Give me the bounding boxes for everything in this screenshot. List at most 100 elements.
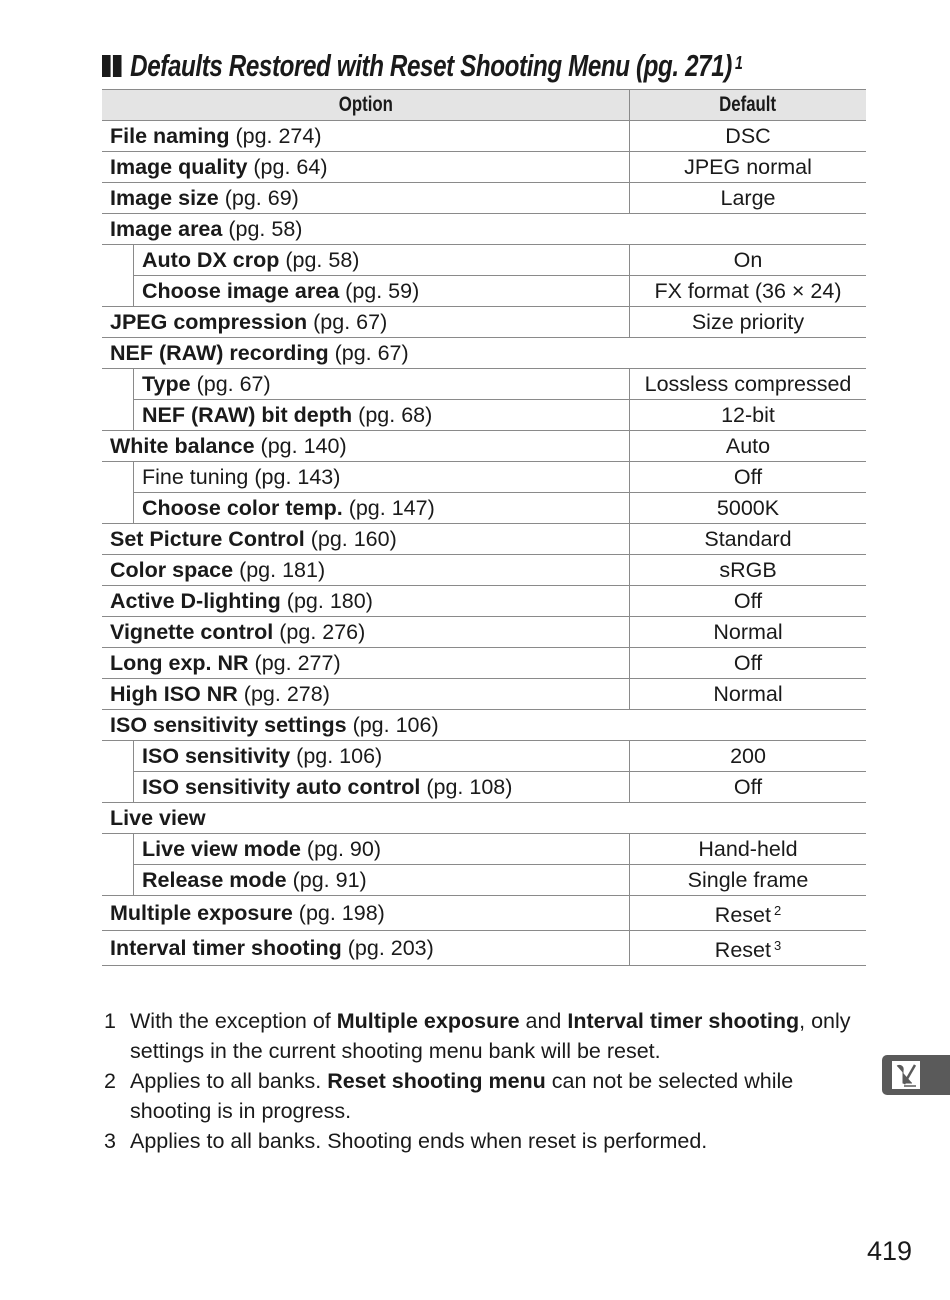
option-name: Image size	[110, 186, 219, 210]
option-cell: Image area (pg. 58)	[102, 213, 866, 245]
option-cell: NEF (RAW) recording (pg. 67)	[102, 337, 866, 369]
page-ref: (pg. 69)	[224, 186, 299, 210]
indent-cell	[102, 368, 134, 431]
page-ref: (pg. 203)	[347, 936, 434, 960]
option-cell: High ISO NR (pg. 278)	[102, 678, 630, 710]
default-cell: Off	[629, 461, 866, 493]
page-ref: (pg. 68)	[358, 403, 433, 427]
footnote-text-part: , only settings in the current shooting …	[130, 1009, 851, 1063]
section-tab	[882, 1055, 950, 1095]
page-number: 419	[867, 1236, 913, 1266]
default-cell: Off	[629, 585, 866, 617]
option-name: High ISO NR	[110, 682, 238, 706]
default-value: Normal	[713, 620, 783, 644]
option-cell: Image quality (pg. 64)	[102, 151, 630, 183]
default-value: Reset	[714, 938, 771, 962]
default-cell: 12-bit	[629, 399, 866, 431]
option-cell: Interval timer shooting (pg. 203)	[102, 930, 630, 966]
page-ref: (pg. 276)	[279, 620, 366, 644]
page-ref: (pg. 108)	[426, 775, 513, 799]
table-row: Image area (pg. 58)	[102, 213, 866, 245]
table-row: Image size (pg. 69) Large	[102, 182, 866, 214]
option-name: NEF (RAW) bit depth	[142, 403, 353, 427]
table-row: Long exp. NR (pg. 277) Off	[102, 647, 866, 679]
option-name: Active D-lighting	[110, 589, 281, 613]
table-row: Live view	[102, 802, 866, 834]
option-name: ISO sensitivity auto control	[142, 775, 421, 799]
default-value: Lossless compressed	[644, 372, 852, 396]
default-value: Hand-held	[698, 837, 798, 861]
option-name: White balance	[110, 434, 255, 458]
default-cell: Hand-held	[629, 833, 866, 865]
footnote: 1 With the exception of Multiple exposure…	[104, 1006, 864, 1066]
footnote-text: Applies to all banks. Reset shooting men…	[130, 1066, 864, 1126]
option-name: Choose image area	[142, 279, 340, 303]
option-name: Live view	[110, 806, 206, 830]
page-ref: (pg. 64)	[253, 155, 328, 179]
page-ref: (pg. 181)	[239, 558, 326, 582]
table-row: Active D-lighting (pg. 180) Off	[102, 585, 866, 617]
section-title: Defaults Restored with Reset Shooting Me…	[102, 48, 743, 84]
table-row: High ISO NR (pg. 278) Normal	[102, 678, 866, 710]
default-value: On	[733, 248, 763, 272]
defaults-table: Option Default File naming (pg. 274) DSC I…	[102, 89, 866, 966]
table-row: Auto DX crop (pg. 58) On	[102, 244, 866, 307]
option-name: Interval timer shooting	[110, 936, 342, 960]
option-cell: Multiple exposure (pg. 198)	[102, 895, 630, 931]
default-cell: Large	[629, 182, 866, 214]
default-value: Off	[733, 775, 763, 799]
default-value: Off	[733, 465, 763, 489]
table-row: Release mode (pg. 91) Single frame	[102, 864, 866, 896]
option-name: Color space	[110, 558, 234, 582]
default-cell: Normal	[629, 616, 866, 648]
option-name: Fine tuning	[142, 465, 249, 489]
option-name: Auto DX crop	[142, 248, 280, 272]
option-cell: ISO sensitivity (pg. 106)	[133, 740, 630, 772]
option-name: Image quality	[110, 155, 248, 179]
footnote-text-part: With the exception of	[130, 1009, 337, 1033]
footnote-ref: 3	[773, 938, 782, 953]
default-value: Single frame	[687, 868, 809, 892]
option-name: Long exp. NR	[110, 651, 249, 675]
option-cell: NEF (RAW) bit depth (pg. 68)	[133, 399, 630, 431]
option-cell: Choose color temp. (pg. 147)	[133, 492, 630, 524]
table-row: Live view mode (pg. 90) Hand-held	[102, 833, 866, 896]
table-row: NEF (RAW) bit depth (pg. 68) 12-bit	[102, 399, 866, 431]
table-row: Color space (pg. 181) sRGB	[102, 554, 866, 586]
option-name: JPEG compression	[110, 310, 308, 334]
option-name: Release mode	[142, 868, 287, 892]
default-cell: On	[629, 244, 866, 276]
table-row: ISO sensitivity settings (pg. 106)	[102, 709, 866, 741]
table-row: Multiple exposure (pg. 198) Reset 2	[102, 895, 866, 931]
default-value: sRGB	[719, 558, 777, 582]
footnote-number: 1	[104, 1009, 116, 1033]
page-ref: (pg. 277)	[254, 651, 341, 675]
footnote-text-part: Applies to all banks. Shooting ends when…	[130, 1129, 708, 1153]
default-cell: Auto	[629, 430, 866, 462]
page-ref: (pg. 198)	[298, 901, 385, 925]
page-ref: (pg. 58)	[285, 248, 360, 272]
table-row: ISO sensitivity (pg. 106) 200	[102, 740, 866, 803]
table-row: Vignette control (pg. 276) Normal	[102, 616, 866, 648]
default-cell: Off	[629, 771, 866, 803]
indent-cell	[102, 461, 134, 524]
footnote-text: With the exception of Multiple exposure …	[130, 1006, 864, 1066]
option-cell: Vignette control (pg. 276)	[102, 616, 630, 648]
page-ref: (pg. 67)	[334, 341, 409, 365]
default-cell: Normal	[629, 678, 866, 710]
option-cell: Image size (pg. 69)	[102, 182, 630, 214]
page-ref: (pg. 91)	[292, 868, 367, 892]
table-row: Image quality (pg. 64) JPEG normal	[102, 151, 866, 183]
table-row: Type (pg. 67) Lossless compressed	[102, 368, 866, 431]
default-value: DSC	[725, 124, 771, 148]
page-ref: (pg. 90)	[306, 837, 382, 861]
default-cell: sRGB	[629, 554, 866, 586]
page-ref: (pg. 106)	[352, 713, 439, 737]
default-cell: JPEG normal	[629, 151, 866, 183]
default-value: Large	[720, 186, 776, 210]
footnote-text-part: and	[519, 1009, 568, 1033]
option-cell: Choose image area (pg. 59)	[133, 275, 630, 307]
page-ref: (pg. 274)	[235, 124, 322, 148]
default-value: Standard	[704, 527, 792, 551]
table-row: Choose image area (pg. 59) FX format (36 …	[102, 275, 866, 307]
